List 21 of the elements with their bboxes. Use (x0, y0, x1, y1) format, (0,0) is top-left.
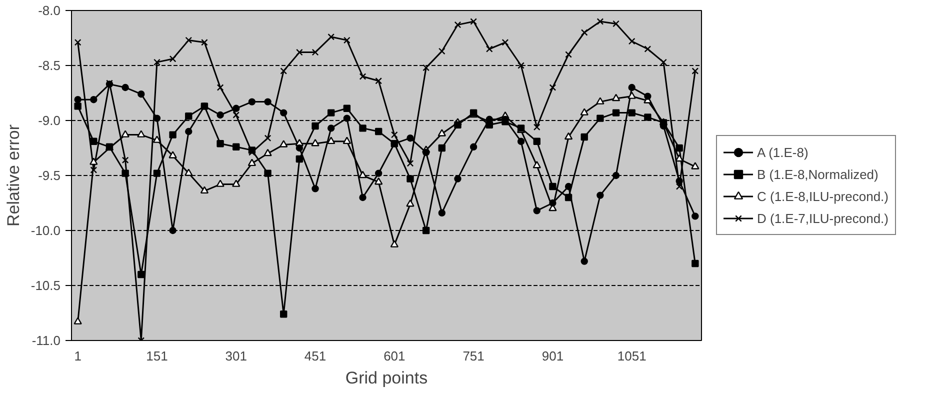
y-tick-label: -10.0 (30, 223, 61, 238)
legend-label: C (1.E-8,ILU-precond.) (757, 188, 888, 204)
y-axis-title: Relative error (4, 124, 23, 227)
legend-label: A (1.E-8) (757, 144, 808, 160)
y-tick-label: -9.0 (38, 113, 61, 128)
x-tick-label: 451 (304, 348, 326, 364)
x-tick-label: 901 (542, 348, 564, 364)
x-tick-label: 751 (462, 348, 484, 364)
y-tick-label: -8.0 (38, 3, 61, 18)
legend-label: D (1.E-7,ILU-precond.) (757, 210, 888, 226)
y-tick-label: -9.5 (38, 168, 61, 183)
legend-label: B (1.E-8,Normalized) (757, 166, 878, 182)
y-tick-label: -11.0 (32, 333, 61, 348)
x-tick-label: 151 (146, 348, 168, 364)
x-tick-label: 301 (225, 348, 247, 364)
x-axis-title: Grid points (345, 368, 428, 388)
y-tick-label: -8.5 (38, 58, 61, 73)
x-tick-label: 1 (74, 348, 82, 364)
x-tick-label: 601 (384, 348, 406, 364)
x-tick-label: 1051 (617, 348, 646, 364)
y-tick-label: -10.5 (30, 278, 61, 293)
